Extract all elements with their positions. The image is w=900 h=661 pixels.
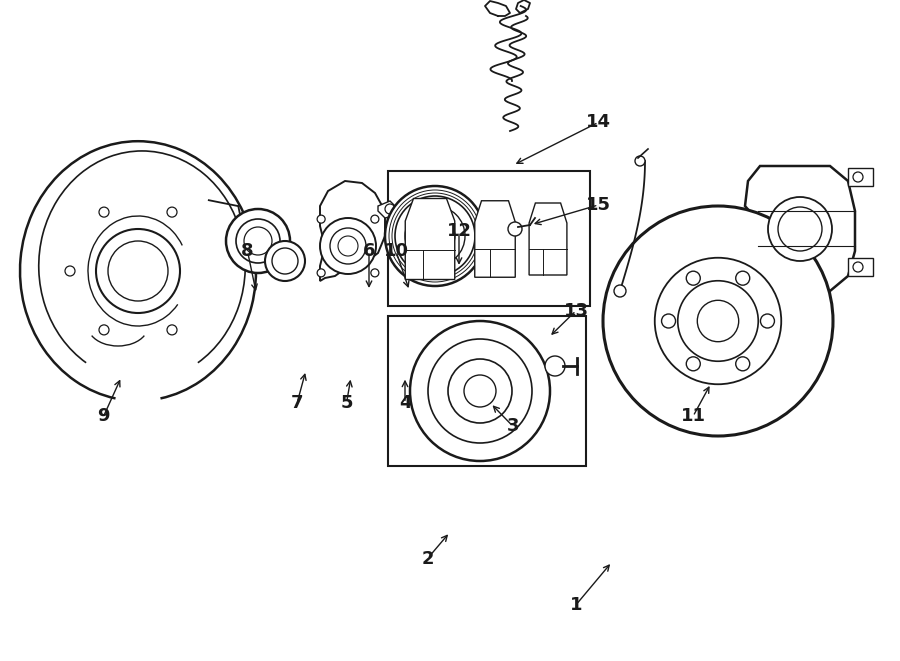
Text: 9: 9 — [97, 407, 110, 426]
Circle shape — [320, 218, 376, 274]
Circle shape — [371, 215, 379, 223]
Polygon shape — [378, 201, 395, 218]
Circle shape — [338, 236, 358, 256]
Bar — [388, 316, 586, 466]
Circle shape — [226, 209, 290, 273]
Text: 2: 2 — [421, 549, 434, 568]
Text: 13: 13 — [563, 301, 589, 320]
Circle shape — [508, 222, 522, 236]
Circle shape — [385, 204, 395, 214]
Circle shape — [167, 207, 177, 217]
Circle shape — [760, 314, 774, 328]
Circle shape — [65, 266, 75, 276]
Circle shape — [635, 156, 645, 166]
Bar — [388, 171, 590, 306]
Circle shape — [655, 258, 781, 384]
Circle shape — [735, 357, 750, 371]
Circle shape — [735, 271, 750, 285]
Circle shape — [687, 357, 700, 371]
Circle shape — [317, 269, 325, 277]
Circle shape — [614, 285, 626, 297]
Circle shape — [236, 219, 280, 263]
Circle shape — [405, 206, 465, 266]
Circle shape — [272, 248, 298, 274]
Circle shape — [698, 300, 739, 342]
Circle shape — [678, 281, 758, 362]
Circle shape — [662, 314, 676, 328]
Circle shape — [415, 216, 455, 256]
Bar — [848, 168, 873, 186]
Text: 8: 8 — [241, 242, 254, 260]
Circle shape — [330, 228, 366, 264]
Polygon shape — [745, 166, 855, 291]
Circle shape — [853, 172, 863, 182]
Text: 10: 10 — [383, 242, 409, 260]
Text: 12: 12 — [446, 222, 472, 241]
Circle shape — [385, 186, 485, 286]
Text: 5: 5 — [340, 394, 353, 412]
Polygon shape — [529, 203, 567, 275]
Circle shape — [96, 229, 180, 313]
Polygon shape — [405, 198, 454, 280]
Circle shape — [428, 339, 532, 443]
Circle shape — [687, 271, 700, 285]
Circle shape — [167, 325, 177, 335]
Circle shape — [464, 375, 496, 407]
Circle shape — [99, 207, 109, 217]
Text: 4: 4 — [399, 394, 411, 412]
Text: 1: 1 — [570, 596, 582, 614]
Bar — [848, 258, 873, 276]
Circle shape — [317, 215, 325, 223]
Circle shape — [108, 241, 168, 301]
Text: 14: 14 — [586, 113, 611, 132]
Circle shape — [603, 206, 833, 436]
Text: 11: 11 — [680, 407, 706, 426]
Polygon shape — [475, 201, 515, 277]
Circle shape — [395, 196, 475, 276]
Circle shape — [244, 227, 272, 255]
Circle shape — [265, 241, 305, 281]
Text: 6: 6 — [363, 242, 375, 260]
Circle shape — [853, 262, 863, 272]
Circle shape — [545, 356, 565, 376]
Circle shape — [778, 207, 822, 251]
Text: 7: 7 — [291, 394, 303, 412]
Text: 3: 3 — [507, 417, 519, 436]
Circle shape — [371, 269, 379, 277]
Circle shape — [410, 321, 550, 461]
Circle shape — [768, 197, 832, 261]
Circle shape — [99, 325, 109, 335]
Circle shape — [448, 359, 512, 423]
Polygon shape — [320, 181, 385, 281]
Text: 15: 15 — [586, 196, 611, 214]
